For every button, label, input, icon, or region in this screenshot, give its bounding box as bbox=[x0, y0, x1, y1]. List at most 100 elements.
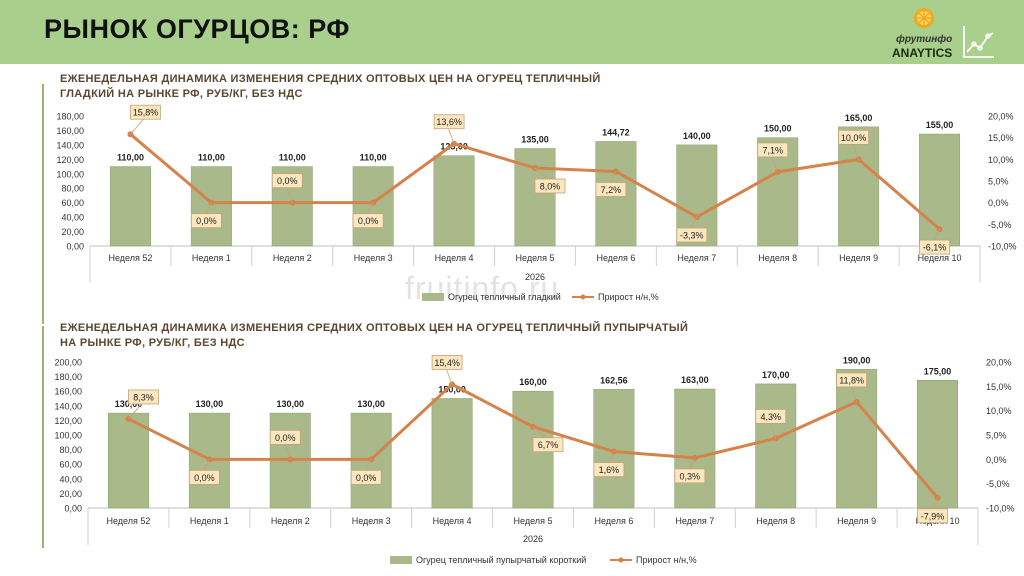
chart1-y-tick: 100,00 bbox=[56, 169, 84, 179]
chart2-y-tick: 160,00 bbox=[54, 387, 82, 397]
chart1-bar bbox=[190, 166, 232, 247]
chart1-growth-label: 13,6% bbox=[436, 117, 462, 127]
chart2-growth-label: 11,8% bbox=[839, 375, 864, 385]
chart1-y2-tick: -5,0% bbox=[988, 220, 1012, 230]
chart1-y2-tick: 5,0% bbox=[988, 177, 1009, 187]
chart1-legend-bar-label: Огурец тепличный гладкий bbox=[448, 292, 561, 302]
chart1-bar-label: 110,00 bbox=[279, 153, 306, 163]
chart1-accent-line bbox=[42, 84, 44, 324]
chart1-x-tick: Неделя 7 bbox=[677, 253, 716, 263]
chart2-label-leader bbox=[532, 426, 548, 440]
chart1-growth-label-box bbox=[190, 213, 222, 229]
chart2-bar-label: 150,00 bbox=[438, 385, 466, 395]
chart2-bar-label: 130,00 bbox=[196, 399, 224, 409]
chart2-y-tick: 60,00 bbox=[59, 460, 82, 470]
chart1-label-leader bbox=[285, 186, 293, 203]
page-title: РЫНОК ОГУРЦОВ: РФ bbox=[44, 14, 350, 44]
chart1-growth-label: -3,3% bbox=[680, 230, 704, 240]
chart2-legend-line-marker bbox=[618, 557, 624, 563]
chart2-y-tick: 80,00 bbox=[59, 445, 82, 455]
growth-chart-icon bbox=[963, 26, 994, 58]
chart2-legend-line-label: Прирост н/н,% bbox=[636, 555, 697, 565]
chart2-bar bbox=[431, 398, 473, 509]
chart1-bar-label: 150,00 bbox=[764, 124, 792, 134]
chart1-bar-label: 165,00 bbox=[845, 113, 873, 123]
logo: фрутинфо ANAYTICS bbox=[870, 4, 1020, 62]
chart1-bar-label: 110,00 bbox=[117, 153, 144, 163]
chart2-y2-tick: 15,0% bbox=[986, 382, 1012, 392]
chart2-label-leader bbox=[128, 402, 143, 420]
chart2-label-leader bbox=[931, 497, 938, 510]
chart2-growth-label: 1,6% bbox=[599, 465, 620, 475]
chart1-x-tick: Неделя 4 bbox=[435, 253, 474, 263]
chart1-x-tick: Неделя 2 bbox=[273, 253, 312, 263]
chart1-x-tick: Неделя 5 bbox=[516, 253, 555, 263]
chart1-bar-label: 144,72 bbox=[602, 127, 630, 137]
chart2-bar bbox=[836, 369, 878, 509]
chart2-label-leader bbox=[364, 459, 372, 472]
chart1-y-tick: 0,00 bbox=[66, 242, 84, 252]
chart1-label-leader bbox=[534, 167, 550, 181]
chart2-label-leader bbox=[283, 443, 291, 460]
chart2-growth-label: 0,0% bbox=[194, 473, 215, 483]
chart2-y-tick: 40,00 bbox=[59, 474, 82, 484]
chart2-y-tick: 100,00 bbox=[54, 431, 82, 441]
chart1-growth-label: 8,0% bbox=[540, 182, 561, 192]
chart2-x-tick: Неделя 4 bbox=[433, 516, 472, 526]
chart1-growth-label: 0,0% bbox=[277, 176, 298, 186]
chart2-label-leader bbox=[607, 451, 615, 464]
chart2-x-tick: Неделя 1 bbox=[190, 516, 229, 526]
chart2-x-tick: Неделя 7 bbox=[675, 516, 714, 526]
chart1-label-leader bbox=[852, 143, 860, 160]
chart1-label-leader bbox=[771, 155, 779, 173]
chart2-bar bbox=[674, 388, 716, 509]
header-banner: РЫНОК ОГУРЦОВ: РФ фрутинфо ANAYTICS bbox=[0, 0, 1024, 64]
chart2-accent-line bbox=[42, 326, 44, 548]
chart2-label-leader bbox=[203, 459, 210, 472]
chart2-y-tick: 200,00 bbox=[54, 358, 82, 368]
chart1-x-tick: Неделя 8 bbox=[758, 253, 797, 263]
chart1-x-tick: Неделя 6 bbox=[596, 253, 635, 263]
chart1-x-tick: Неделя 9 bbox=[839, 253, 878, 263]
chart2-bar-label: 163,00 bbox=[681, 375, 709, 385]
chart1-title: ЕЖЕНЕДЕЛЬНАЯ ДИНАМИКА ИЗМЕНЕНИЯ СРЕДНИХ … bbox=[60, 72, 601, 102]
chart2-y2-tick: 10,0% bbox=[986, 406, 1012, 416]
chart2-bar-label: 190,00 bbox=[843, 355, 871, 365]
chart2-title-line1: ЕЖЕНЕДЕЛЬНАЯ ДИНАМИКА ИЗМЕНЕНИЯ СРЕДНИХ … bbox=[60, 322, 689, 334]
chart1-y-tick: 60,00 bbox=[61, 198, 84, 208]
chart2-growth-label: 15,4% bbox=[434, 358, 460, 368]
chart1-label-leader bbox=[205, 202, 212, 215]
chart2-growth-label: -7,9% bbox=[921, 511, 945, 521]
chart1-y2-tick: 10,0% bbox=[988, 155, 1014, 165]
chart2-y-tick: 0,00 bbox=[64, 504, 82, 514]
chart2-growth-label-box bbox=[431, 354, 463, 370]
chart1-y-tick: 160,00 bbox=[56, 126, 84, 136]
chart1-growth-label: -6,1% bbox=[923, 243, 947, 253]
chart1-y2-tick: 20,0% bbox=[988, 112, 1014, 122]
chart2-growth-label: 4,3% bbox=[760, 412, 781, 422]
chart2-y2-tick: -5,0% bbox=[986, 479, 1010, 489]
logo-brand: фрутинфо bbox=[896, 34, 953, 45]
chart1-x-tick: Неделя 3 bbox=[354, 253, 393, 263]
chart2-y2-tick: 0,0% bbox=[986, 455, 1007, 465]
chart2-y2-tick: 20,0% bbox=[986, 358, 1012, 368]
chart1-bar-label: 110,00 bbox=[360, 153, 387, 163]
chart2-bar bbox=[755, 383, 797, 509]
chart2-growth-label-box bbox=[917, 508, 948, 524]
chart1-bar-label: 110,00 bbox=[198, 153, 225, 163]
chart2-group-label: 2026 bbox=[523, 534, 543, 544]
chart1-growth-label-box bbox=[352, 213, 384, 229]
chart2-bar bbox=[107, 412, 149, 509]
chart2-growth-label: 0,0% bbox=[275, 433, 296, 443]
chart1-title-line1: ЕЖЕНЕДЕЛЬНАЯ ДИНАМИКА ИЗМЕНЕНИЯ СРЕДНИХ … bbox=[60, 73, 601, 85]
logo-subtitle: ANAYTICS bbox=[892, 46, 953, 60]
chart2-growth-label-box bbox=[836, 372, 868, 388]
chart2-growth-label: 6,7% bbox=[538, 440, 559, 450]
chart2-growth-label: 8,3% bbox=[133, 392, 154, 402]
chart1-growth-label-box bbox=[919, 239, 950, 255]
chart2-label-leader bbox=[688, 457, 696, 471]
chart1-y-tick: 120,00 bbox=[56, 155, 84, 165]
chart2-x-tick: Неделя 2 bbox=[271, 516, 310, 526]
chart1-group-label: 2026 bbox=[525, 272, 545, 282]
